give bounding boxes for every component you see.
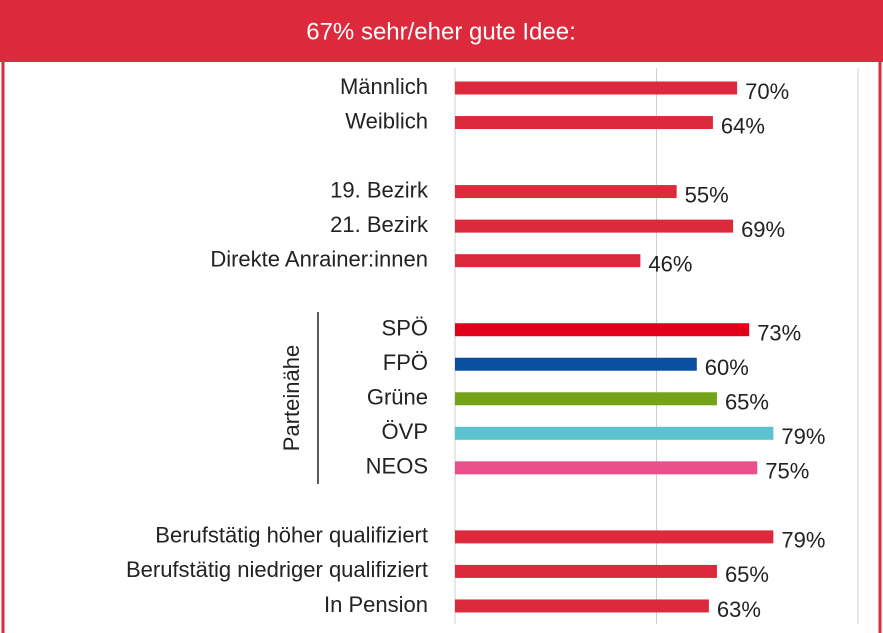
header-band xyxy=(0,0,883,62)
category-label: NEOS xyxy=(366,454,428,479)
bar xyxy=(455,254,641,268)
value-label: 73% xyxy=(757,321,801,346)
group-label: Parteinähe xyxy=(279,345,304,451)
bar xyxy=(455,185,677,199)
bar xyxy=(455,357,697,371)
value-label: 64% xyxy=(721,113,765,138)
value-label: 79% xyxy=(781,528,825,553)
category-label: 21. Bezirk xyxy=(330,212,429,237)
value-label: 60% xyxy=(705,355,749,380)
category-label: Direkte Anrainer:innen xyxy=(210,246,428,271)
category-label: SPÖ xyxy=(382,316,428,341)
bar xyxy=(455,116,713,130)
category-label: ÖVP xyxy=(382,419,428,444)
value-label: 55% xyxy=(685,182,729,207)
bar xyxy=(455,426,774,440)
value-label: 46% xyxy=(648,251,692,276)
category-label: Berufstätig höher qualifiziert xyxy=(155,523,428,548)
category-label: Grüne xyxy=(367,385,428,410)
bar xyxy=(455,461,758,475)
category-label: FPÖ xyxy=(383,350,428,375)
category-label: Berufstätig niedriger qualifiziert xyxy=(126,557,428,582)
bar xyxy=(455,530,774,544)
value-label: 70% xyxy=(745,79,789,104)
value-label: 65% xyxy=(725,562,769,587)
value-label: 75% xyxy=(765,459,809,484)
bar xyxy=(455,81,738,95)
value-label: 69% xyxy=(741,217,785,242)
category-label: Weiblich xyxy=(345,108,428,133)
chart-title: 67% sehr/eher gute Idee: xyxy=(306,18,576,45)
value-label: 79% xyxy=(781,424,825,449)
value-label: 65% xyxy=(725,390,769,415)
category-label: 19. Bezirk xyxy=(330,177,429,202)
category-label: Männlich xyxy=(340,74,428,99)
bar xyxy=(455,219,734,233)
category-label: In Pension xyxy=(324,592,428,617)
bar xyxy=(455,392,717,406)
bar xyxy=(455,323,750,337)
value-label: 63% xyxy=(717,597,761,622)
bar xyxy=(455,599,709,613)
bar xyxy=(455,564,717,578)
